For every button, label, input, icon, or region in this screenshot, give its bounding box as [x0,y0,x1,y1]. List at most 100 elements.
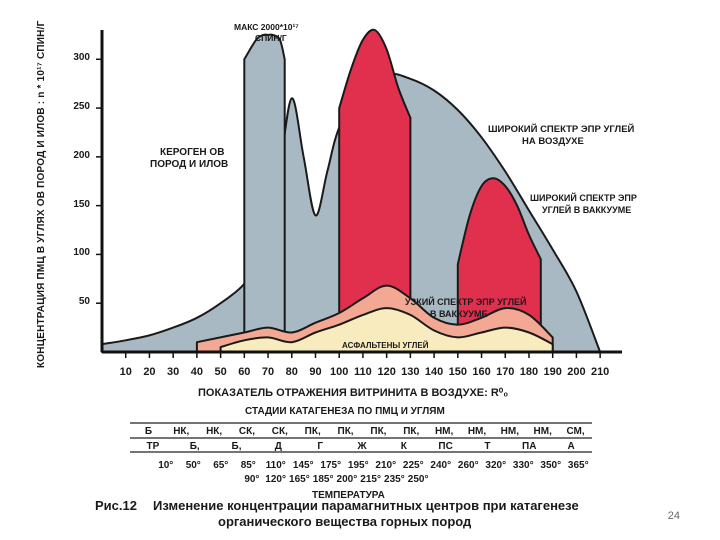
y-tick-label-3: 200 [73,149,90,161]
temp-row2-item-6: 235° [384,474,405,485]
stage-row2-item-5: Ж [357,441,367,452]
temp-row2-item-0: 90° [244,474,260,485]
stage-row1-item-11: НМ, [500,426,520,437]
x-tick-label-3: 40 [190,366,203,378]
temp-row1-item-5: 145° [292,460,314,471]
temp-row1-item-8: 210° [375,460,397,471]
annotation-asph: АСФАЛЬТЕНЫ УГЛЕЙ [342,341,429,350]
temp-row1-item-0: 10° [158,460,174,471]
series-area-2 [338,28,412,353]
stage-row1-item-7: ПК, [370,426,387,437]
stage-row2-item-6: К [400,441,407,452]
temp-row1-item-6: 175° [320,460,342,471]
stage-row1-item-4: СК, [271,426,288,437]
temp-row2-item-4: 200° [336,474,358,485]
annotation-max-2: СПИН/Г [255,33,287,43]
caption-fig: Рис.12 [95,498,137,513]
temp-row2-item-5: 215° [360,474,381,485]
stage-row2-item-7: ПС [438,441,453,452]
x-tick-label-4: 50 [214,366,227,378]
temp-row1-item-2: 65° [213,460,229,471]
stage-row2-item-8: Т [484,441,491,452]
stage-row1-item-1: НК, [173,426,190,437]
x-tick-label-7: 80 [285,366,298,378]
stage-row1-item-2: НК, [206,426,223,437]
annotation-narrow-1: УЗКИЙ СПЕКТР ЭПР УГЛЕЙ [405,297,527,307]
x-tick-label-2: 30 [167,366,180,378]
x-tick-label-16: 170 [496,366,515,378]
stage-row1-item-0: Б [144,426,153,437]
stage-row1-item-9: НМ, [434,426,454,437]
temp-row1-item-12: 320° [485,460,507,471]
x-tick-label-19: 200 [567,366,586,378]
stage-row2-item-3: Д [274,441,282,452]
chart-axes [96,30,622,358]
x-tick-label-11: 120 [377,366,396,378]
x-tick-label-0: 10 [119,366,132,378]
chart-areas [101,28,602,353]
stage-row1-item-8: ПК, [403,426,420,437]
caption-line-2: органического вещества горных пород [218,514,472,529]
stage-row2-item-0: ТР [146,441,160,452]
annotation-max-1: МАКС 2000*10¹⁷ [234,22,299,32]
temp-row1-item-3: 85° [240,460,256,471]
temp-row1-item-9: 225° [402,460,424,471]
temp-row1-item-13: 330° [512,460,534,471]
annotation-vac-1: ШИРОКИЙ СПЕКТР ЭПР [530,193,637,203]
y-tick-label-4: 250 [73,101,90,113]
annotation-air-2: НА ВОЗДУХЕ [522,136,584,147]
y-tick-label-2: 150 [73,198,90,210]
x-tick-label-14: 150 [448,366,467,378]
temp-row1-item-11: 260° [457,460,479,471]
x-tick-label-10: 110 [354,366,372,378]
temp-row2-item-3: 185° [312,474,334,485]
stage-row2-item-1: Б, [189,441,200,452]
annotation-kerogen-2: ПОРОД И ИЛОВ [150,159,229,170]
temp-row2-item-1: 120° [265,474,286,485]
stage-row1-item-6: ПК, [337,426,354,437]
series-area-5 [219,307,554,353]
temp-row1-item-14: 350° [540,460,562,471]
x-tick-label-8: 90 [309,366,322,378]
temp-row2-item-2: 165° [289,474,310,485]
x-tick-label-13: 140 [424,366,444,378]
x-tick-label-15: 160 [472,366,491,378]
x-axis-title: ПОКАЗАТЕЛЬ ОТРАЖЕНИЯ ВИТРИНИТА В ВОЗДУХЕ… [198,387,509,399]
temp-row1-item-1: 50° [185,460,201,471]
x-tick-label-6: 70 [261,366,275,378]
stage-row1-item-5: ПК, [304,426,321,437]
temp-row1-item-10: 240° [430,460,452,471]
y-tick-label-1: 100 [73,247,90,259]
x-tick-label-1: 20 [143,366,156,378]
y-axis-title: КОНЦЕНТРАЦИЯ ПМЦ В УГЛЯХ ОВ ПОРОД И ИЛОВ… [36,20,47,368]
temp-row2-item-7: 250° [407,474,429,485]
temp-row1-item-15: 365° [567,460,589,471]
series-area-3 [456,177,542,353]
page-number: 24 [667,510,680,522]
annotation-vac-2: УГЛЕЙ В ВАККУУМЕ [542,205,632,215]
stage-row1-item-10: НМ, [467,426,487,437]
caption-line-1: Изменение концентрации парамагнитных цен… [153,498,579,513]
stage-row2-item-10: А [567,441,575,452]
stage-row1-item-3: СК, [238,426,256,437]
y-tick-label-5: 300 [73,52,90,64]
stages-title: СТАДИИ КАТАГЕНЕЗА ПО ПМЦ И УГЛЯМ [245,406,445,417]
x-tick-label-12: 130 [401,366,420,378]
temp-row1-item-4: 110° [265,460,286,471]
stage-row1-item-13: СМ, [566,426,585,437]
series-area-1 [243,33,286,353]
x-tick-label-9: 100 [330,366,349,378]
temp-row1-item-7: 195° [347,460,369,471]
x-tick-label-17: 180 [519,366,539,378]
x-tick-label-5: 60 [238,366,251,378]
stage-row2-item-4: Г [317,441,323,452]
x-tick-label-20: 210 [590,366,610,378]
x-tick-label-18: 190 [543,366,562,378]
annotation-narrow-2: В ВАККУУМЕ [430,309,488,319]
annotation-air-1: ШИРОКИЙ СПЕКТР ЭПР УГЛЕЙ [488,124,635,135]
temperature-title: ТЕМПЕРАТУРА [312,490,385,501]
stage-row2-item-9: ПА [522,441,537,452]
stage-row1-item-12: НМ, [533,426,552,437]
stage-row2-item-2: Б, [231,441,242,452]
